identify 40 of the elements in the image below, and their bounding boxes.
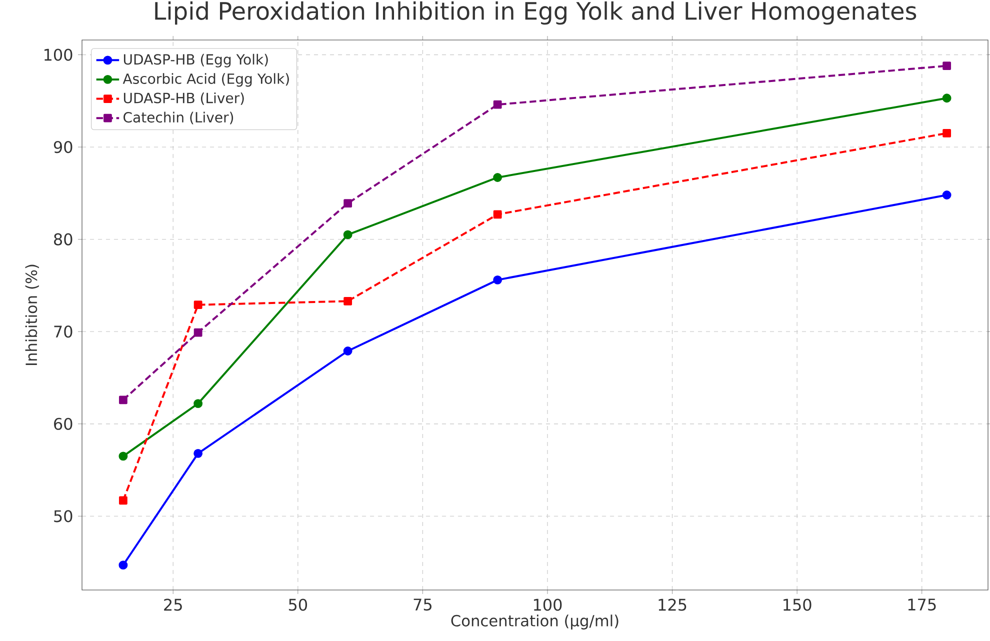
point <box>493 275 502 284</box>
x-tick-label: 125 <box>658 598 686 611</box>
point <box>942 128 952 138</box>
y-tick-label: 70 <box>54 326 72 338</box>
y-tick-label: 80 <box>54 233 72 246</box>
legend-label: UDASP-HB (Liver) <box>124 92 244 105</box>
x-tick-label: 150 <box>784 598 812 611</box>
legend-label: UDASP-HB (Egg Yolk) <box>124 54 268 68</box>
point <box>942 62 952 70</box>
x-tick-label: 75 <box>414 598 432 611</box>
x-tick-label: 25 <box>164 598 182 611</box>
point <box>343 346 352 356</box>
point <box>194 328 202 337</box>
point <box>118 496 128 505</box>
point <box>493 100 502 109</box>
point <box>194 448 203 458</box>
y-tick-label: 100 <box>44 48 72 61</box>
y-tick-label: 50 <box>54 510 72 522</box>
y-axis-title: Inhibition (%) <box>25 264 39 365</box>
point <box>118 452 128 461</box>
x-axis-title: Concentration (µg/ml) <box>451 614 618 630</box>
point <box>942 94 952 103</box>
point <box>118 560 128 570</box>
point <box>194 300 202 310</box>
point <box>343 230 352 240</box>
point <box>493 210 502 219</box>
legend-label: Ascorbic Acid (Egg Yolk) <box>122 73 289 87</box>
chart-title: Lipid Peroxidation Inhibition in Egg Yolk and Liver Homogenates <box>155 1 916 25</box>
point <box>942 190 952 200</box>
legend-label: Catechin (Liver) <box>124 112 234 124</box>
point <box>493 173 502 182</box>
point <box>344 199 352 208</box>
y-tick-label: 90 <box>54 140 72 154</box>
point <box>344 296 352 306</box>
x-tick-label: 100 <box>534 598 562 611</box>
x-tick-label: 175 <box>908 598 936 611</box>
point <box>194 399 203 408</box>
y-tick-label: 60 <box>54 418 72 430</box>
point <box>118 396 128 404</box>
x-tick-label: 50 <box>288 598 308 611</box>
